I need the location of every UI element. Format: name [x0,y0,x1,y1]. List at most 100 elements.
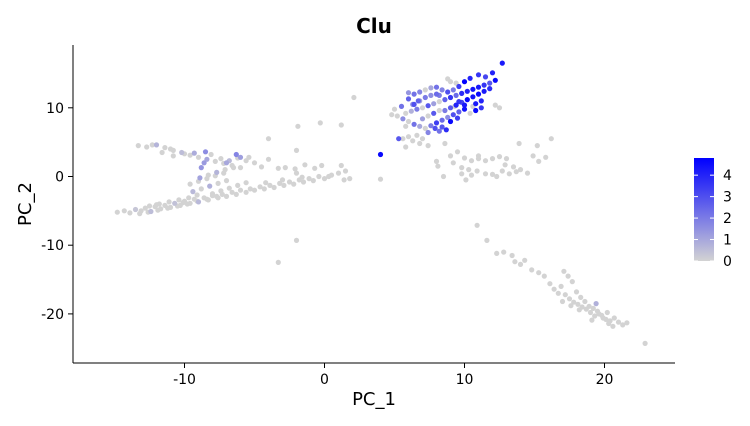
data-point [237,187,244,193]
data-point [403,144,409,150]
data-point [450,160,456,166]
data-point [478,98,484,104]
data-point [229,189,235,195]
data-point [478,105,484,111]
data-point [433,91,440,97]
data-point [461,106,468,112]
data-point [186,195,192,201]
data-point [279,177,286,183]
data-point [576,307,582,313]
data-point [414,132,420,138]
data-point [447,105,454,111]
data-point [202,149,209,155]
data-point [624,320,630,326]
data-point [342,168,349,174]
data-point [415,98,421,104]
data-point [338,122,344,128]
data-point [223,178,230,184]
data-point [482,158,489,164]
data-point [453,92,459,98]
data-point [484,237,490,243]
data-point [610,323,616,329]
data-point [135,143,141,149]
data-point [547,281,553,287]
data-point [251,160,258,166]
data-point [492,77,498,83]
data-point [179,149,185,156]
data-point [428,92,434,98]
data-point [271,184,277,191]
data-point [300,179,307,185]
data-point [265,156,272,162]
data-point [180,200,186,206]
data-point [389,112,395,118]
data-point [405,96,412,102]
data-point [534,143,540,149]
data-point [604,309,610,316]
data-point [425,103,431,109]
data-point [492,102,498,108]
data-point [593,301,599,307]
data-point [299,174,305,180]
data-point [144,144,150,150]
data-point [195,154,202,160]
data-point [198,186,204,192]
y-axis-ticks: -20 -10 0 10 [41,101,73,323]
data-point [243,180,249,186]
data-point [468,158,475,164]
data-point [428,123,434,129]
data-point [559,298,566,305]
data-point [461,155,468,161]
data-point [233,191,239,197]
data-point [419,116,426,122]
data-point [267,182,273,188]
data-point [481,88,487,94]
data-point [558,283,564,289]
data-point [422,125,428,131]
data-point [562,292,568,298]
data-point [226,185,232,191]
data-point [223,193,230,199]
data-point [432,125,438,131]
data-point [197,175,203,181]
data-point [501,249,507,255]
data-point [433,120,440,126]
data-point [194,192,200,198]
data-point [209,191,216,197]
data-point [453,102,459,108]
data-point [583,306,589,312]
data-point [456,99,462,105]
data-point [247,186,253,192]
data-point [475,153,482,159]
data-point [494,173,500,180]
data-point [275,165,281,171]
data-point [587,309,594,316]
data-point [132,206,139,213]
data-point [530,153,536,159]
data-point [195,199,202,205]
x-tick-label: 0 [320,372,329,388]
data-point [281,182,287,188]
data-point [436,99,442,105]
data-point [243,189,249,195]
data-points [114,60,648,346]
data-point [433,84,440,90]
data-point [474,168,480,174]
data-point [536,158,542,164]
data-point [473,101,479,107]
data-point [578,294,584,300]
data-point [516,140,522,147]
data-point [204,176,210,182]
data-point [439,87,445,93]
data-point [551,286,557,292]
data-point [146,203,153,209]
data-point [541,273,547,279]
data-point [221,170,227,176]
data-point [442,97,448,103]
data-point [411,91,417,97]
data-point [467,75,473,81]
data-point [517,261,524,267]
data-point [615,319,622,325]
data-point [170,153,176,159]
data-point [499,60,505,66]
